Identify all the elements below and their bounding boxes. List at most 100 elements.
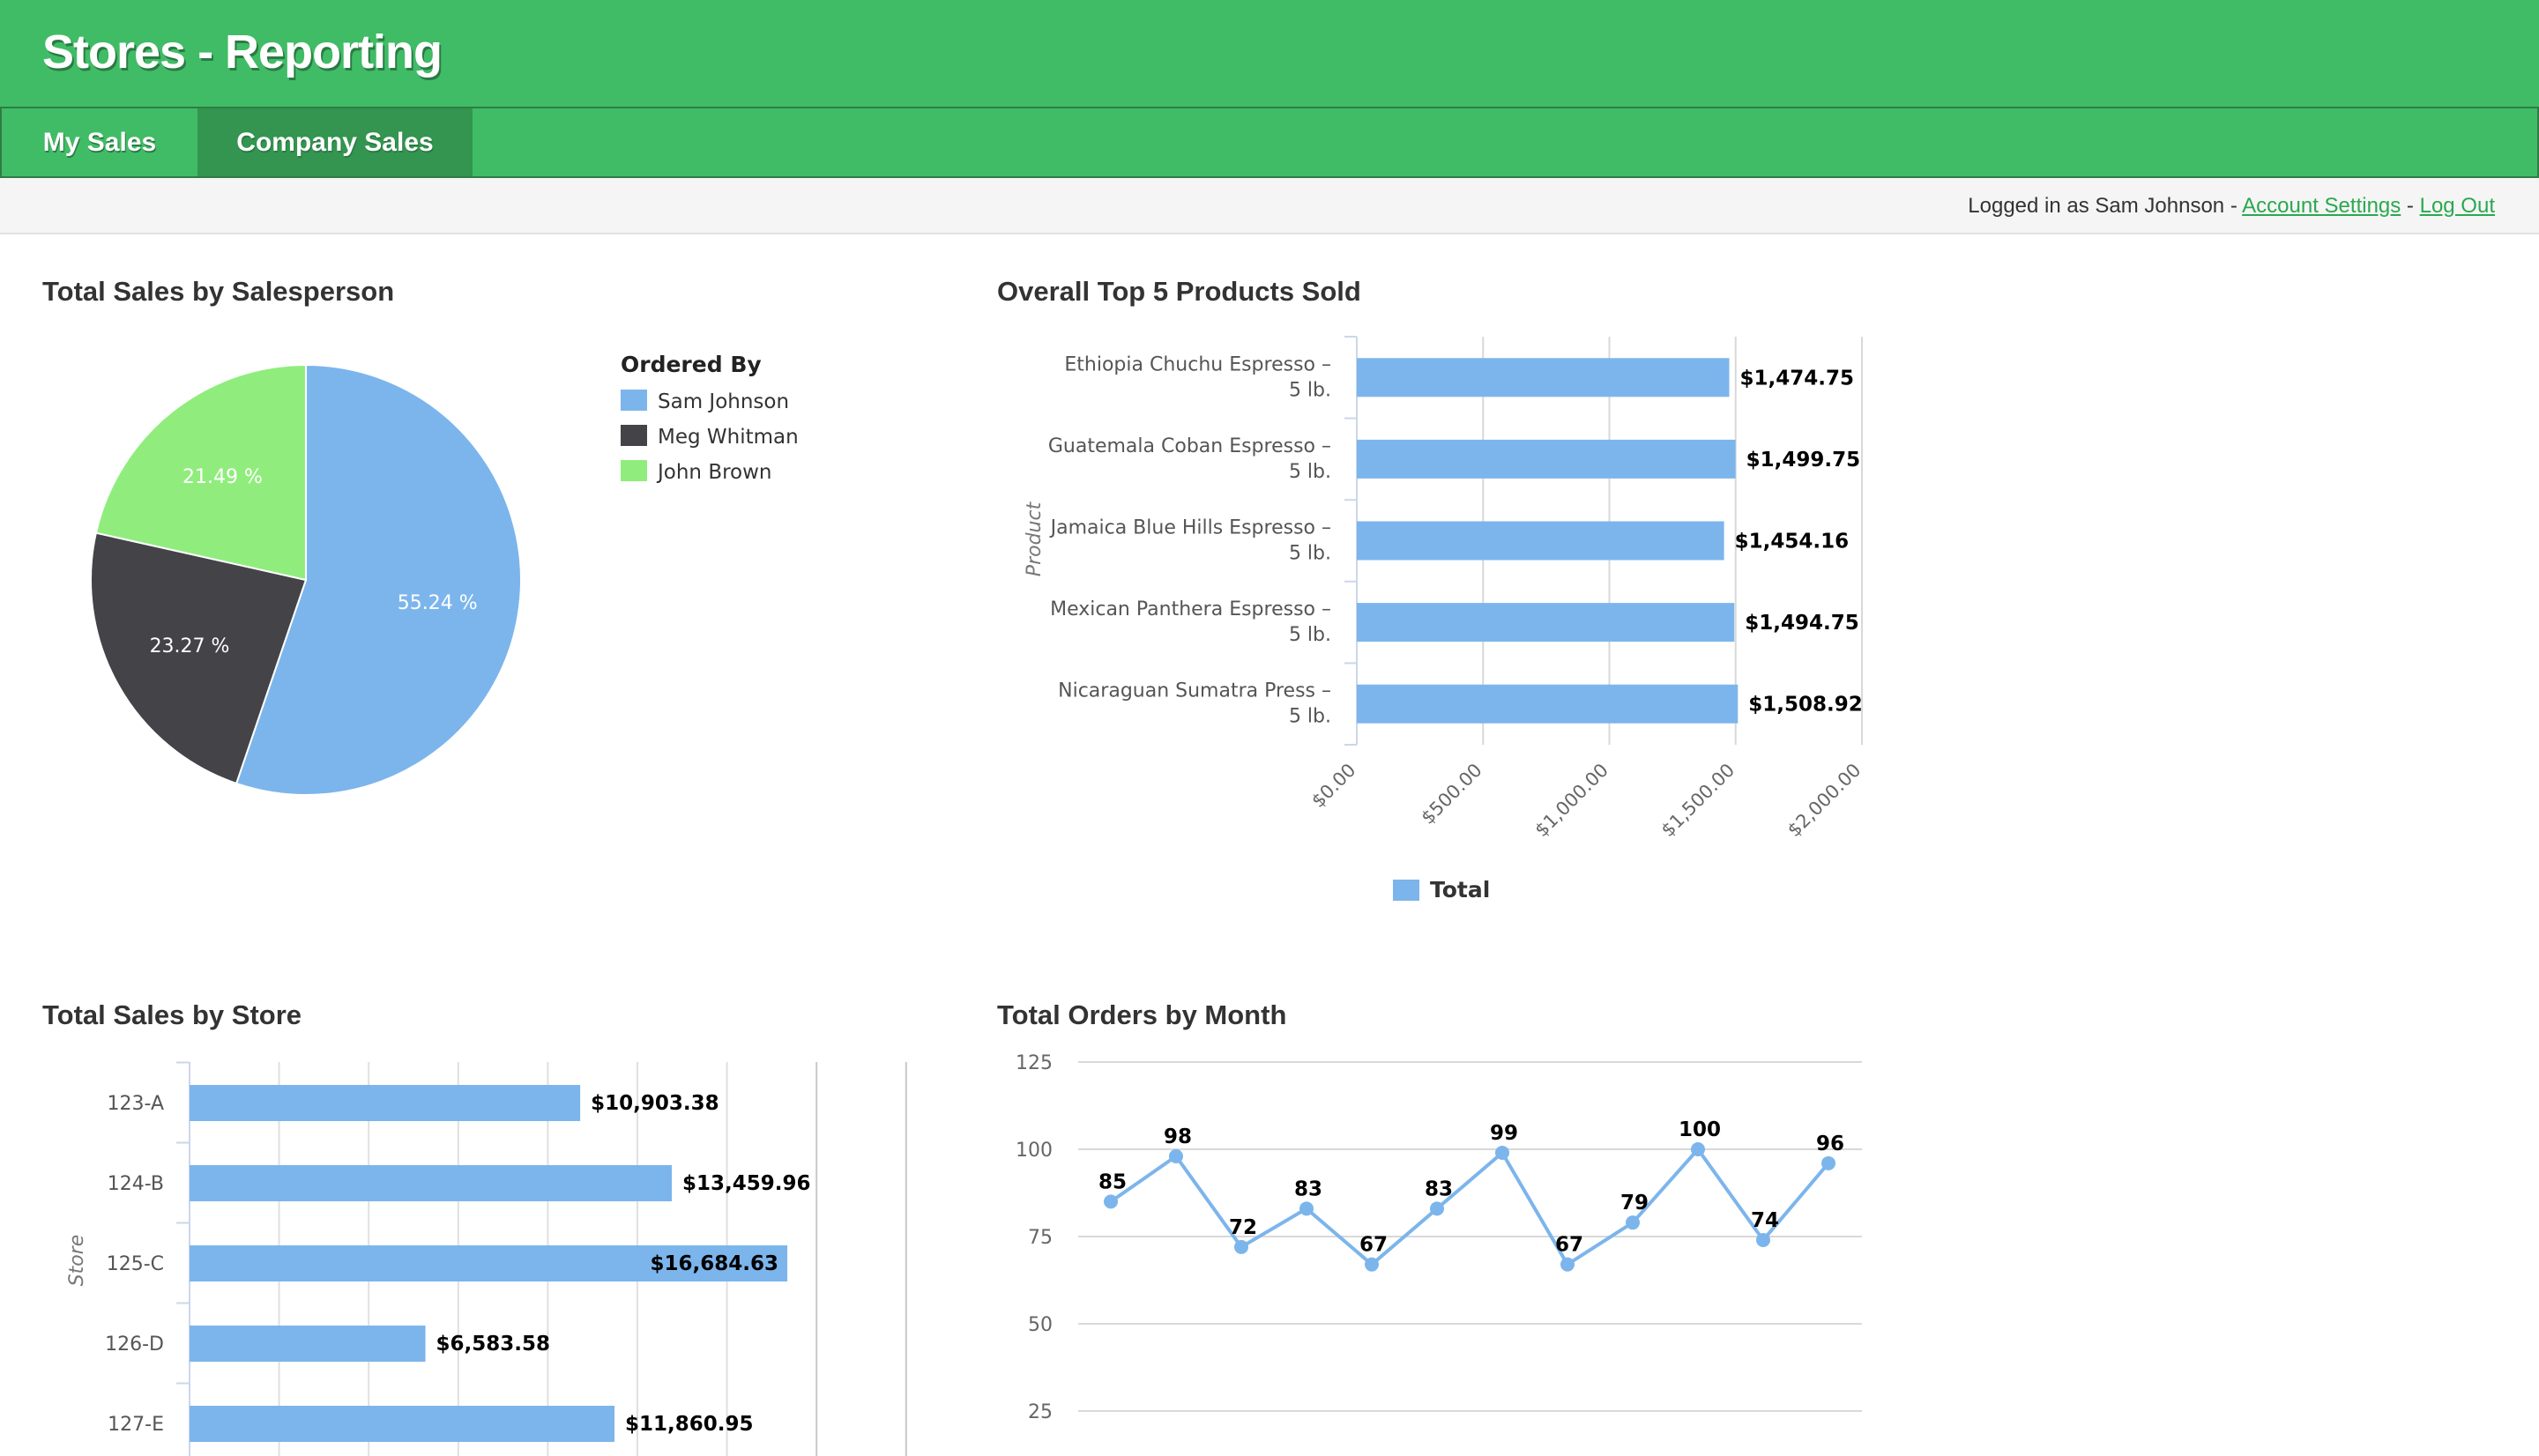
legend-swatch[interactable] <box>621 425 647 446</box>
point-data-label: 96 <box>1816 1133 1844 1155</box>
data-point[interactable] <box>1821 1155 1835 1170</box>
data-point[interactable] <box>1104 1194 1118 1209</box>
point-data-label: 83 <box>1294 1177 1322 1200</box>
category-label: 5 lb. <box>1289 543 1331 565</box>
point-data-label: 72 <box>1229 1216 1257 1239</box>
bar[interactable] <box>190 1085 581 1121</box>
y-tick-label: 100 <box>1016 1140 1053 1162</box>
category-label: Guatemala Coban Espresso – <box>1048 435 1331 457</box>
category-label: Mexican Panthera Espresso – <box>1050 598 1331 620</box>
data-point[interactable] <box>1299 1201 1314 1216</box>
legend-swatch[interactable] <box>621 390 647 411</box>
bar[interactable] <box>190 1165 673 1201</box>
bar-data-label: $1,499.75 <box>1746 449 1860 472</box>
bar[interactable] <box>190 1245 788 1281</box>
data-point[interactable] <box>1495 1145 1509 1160</box>
y-tick-label: 125 <box>1016 1052 1053 1074</box>
legend-title: Ordered By <box>621 352 762 377</box>
bar[interactable] <box>190 1406 615 1442</box>
salesperson-chart-title: Total Sales by Salesperson <box>42 276 395 307</box>
data-point[interactable] <box>1365 1257 1379 1272</box>
category-label: 5 lb. <box>1289 461 1331 483</box>
x-tick-label: $2,000.00 <box>1783 760 1865 842</box>
y-axis-title: Store <box>66 1235 88 1287</box>
data-point[interactable] <box>1169 1148 1183 1163</box>
data-point[interactable] <box>1691 1142 1705 1156</box>
logged-in-text: Logged in as Sam Johnson - <box>1968 194 2243 218</box>
pie-data-label: 23.27 % <box>150 635 230 657</box>
category-label: 5 lb. <box>1289 379 1331 401</box>
series-line[interactable] <box>1109 1146 1830 1267</box>
legend-swatch[interactable] <box>621 460 647 481</box>
bar-data-label: $1,508.92 <box>1748 694 1863 717</box>
legend-item[interactable]: John Brown <box>656 461 772 484</box>
pie-slice[interactable] <box>94 363 307 582</box>
legend-swatch[interactable] <box>1393 880 1419 901</box>
bar-data-label: $6,583.58 <box>436 1333 551 1356</box>
category-label: Jamaica Blue Hills Espresso – <box>1049 517 1331 539</box>
data-point[interactable] <box>1560 1257 1575 1272</box>
bar-data-label: $16,684.63 <box>651 1252 779 1275</box>
bar[interactable] <box>1357 684 1739 724</box>
user-info-bar: Logged in as Sam Johnson - Account Setti… <box>0 178 2539 234</box>
x-tick-label: $1,000.00 <box>1530 760 1612 842</box>
data-point[interactable] <box>1430 1201 1444 1216</box>
legend-item[interactable]: Total <box>1430 877 1490 903</box>
point-data-label: 67 <box>1359 1234 1388 1257</box>
account-settings-link[interactable]: Account Settings <box>2242 194 2401 218</box>
y-tick-label: 50 <box>1028 1314 1053 1336</box>
point-data-label: 99 <box>1490 1122 1518 1145</box>
bar-data-label: $1,494.75 <box>1745 612 1859 635</box>
bar-data-label: $1,474.75 <box>1740 367 1855 390</box>
tab-my-sales[interactable]: My Sales <box>42 128 157 157</box>
nav-bar: My Sales Company Sales <box>0 107 2539 178</box>
bar[interactable] <box>190 1326 426 1362</box>
category-label: 124-B <box>108 1173 164 1195</box>
data-point[interactable] <box>1626 1215 1640 1230</box>
x-tick-label: $500.00 <box>1417 760 1485 828</box>
point-data-label: 100 <box>1679 1118 1721 1141</box>
category-label: 126-D <box>105 1333 164 1356</box>
point-data-label: 85 <box>1098 1170 1127 1193</box>
separator: - <box>2401 194 2420 218</box>
point-data-label: 67 <box>1555 1234 1583 1257</box>
legend-item[interactable]: Meg Whitman <box>658 426 799 449</box>
point-data-label: 83 <box>1425 1177 1453 1200</box>
pie-data-label: 55.24 % <box>398 592 478 614</box>
bar-data-label: $10,903.38 <box>591 1092 719 1115</box>
user-info: Logged in as Sam Johnson - Account Setti… <box>1968 194 2495 219</box>
bar[interactable] <box>1357 358 1730 397</box>
pie-data-label: 21.49 % <box>182 466 263 488</box>
x-tick-label: $0.00 <box>1307 760 1359 812</box>
store-chart-title: Total Sales by Store <box>42 999 302 1030</box>
data-point[interactable] <box>1234 1239 1248 1254</box>
bar[interactable] <box>1357 603 1735 643</box>
app-header: Stores - Reporting <box>0 0 2539 107</box>
pie-slice[interactable] <box>90 531 308 785</box>
bar[interactable] <box>1357 439 1736 479</box>
tab-company-sales[interactable]: Company Sales <box>197 108 473 176</box>
pie-slice[interactable] <box>235 363 522 796</box>
category-label: 125-C <box>107 1253 164 1275</box>
category-label: Ethiopia Chuchu Espresso – <box>1064 353 1331 375</box>
bar-data-label: $1,454.16 <box>1735 531 1849 553</box>
y-tick-label: 25 <box>1028 1401 1053 1423</box>
x-tick-label: $1,500.00 <box>1657 760 1739 842</box>
data-point[interactable] <box>1756 1232 1770 1247</box>
bar-data-label: $13,459.96 <box>682 1172 811 1195</box>
category-label: Nicaraguan Sumatra Press – <box>1058 680 1331 702</box>
log-out-link[interactable]: Log Out <box>2419 194 2495 218</box>
point-data-label: 79 <box>1620 1192 1649 1215</box>
bar[interactable] <box>1357 521 1724 561</box>
point-data-label: 98 <box>1164 1125 1192 1148</box>
category-label: 5 lb. <box>1289 706 1331 728</box>
category-label: 5 lb. <box>1289 624 1331 646</box>
point-data-label: 74 <box>1751 1209 1779 1232</box>
y-tick-label: 75 <box>1028 1227 1053 1249</box>
category-label: 123-A <box>108 1093 165 1115</box>
category-label: 127-E <box>108 1414 164 1436</box>
y-axis-title: Product <box>1024 501 1046 576</box>
app-title: Stores - Reporting <box>42 26 443 78</box>
legend-item[interactable]: Sam Johnson <box>658 390 789 413</box>
